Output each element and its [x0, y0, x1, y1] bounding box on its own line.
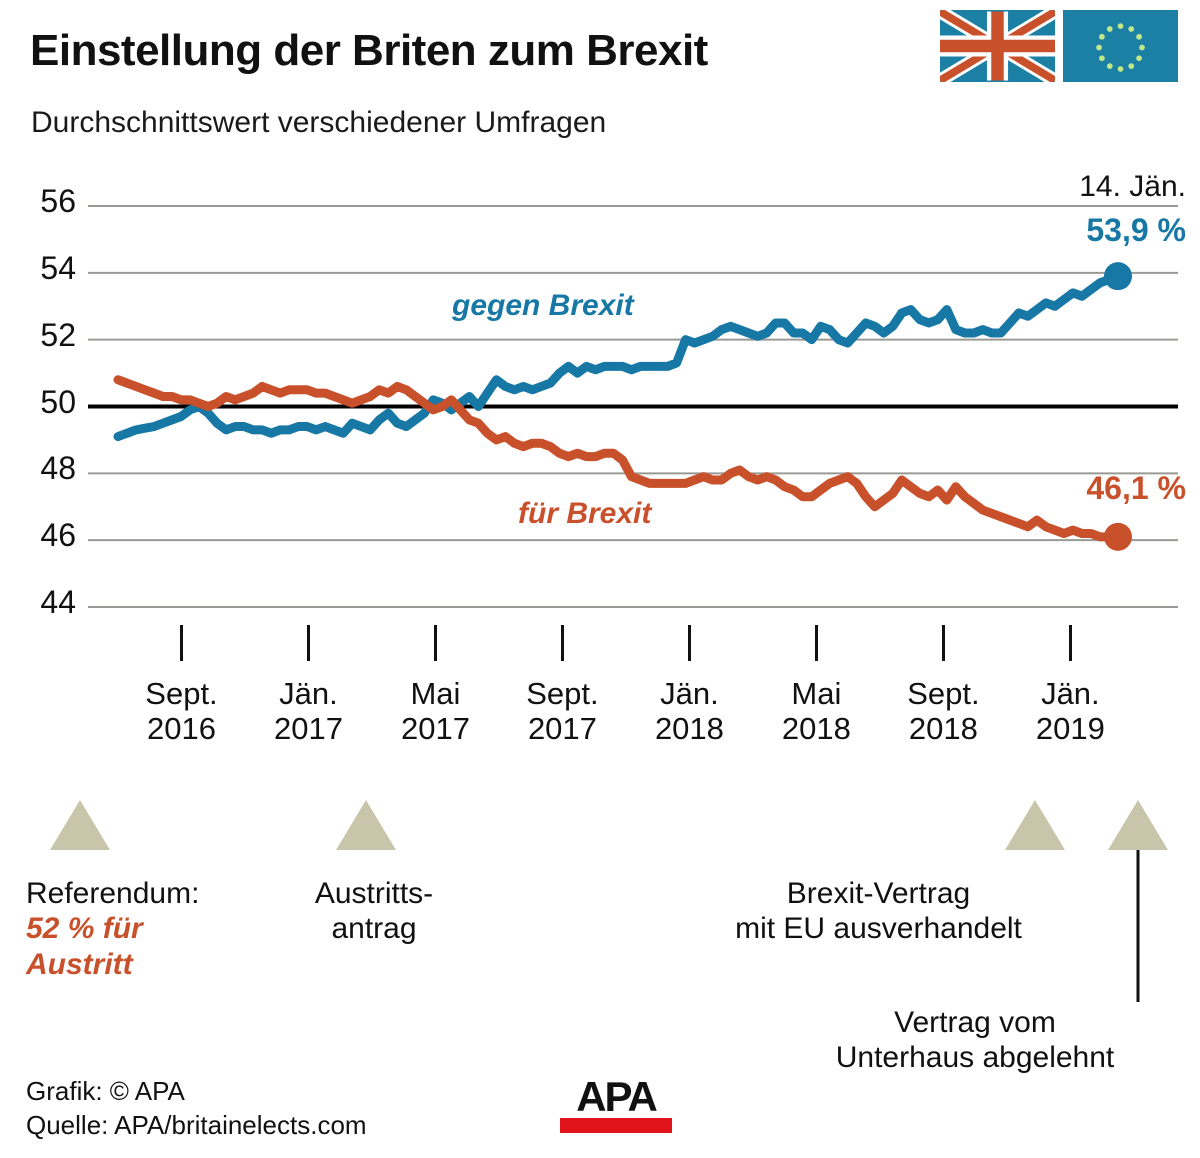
x-axis-tick: [814, 625, 818, 661]
y-axis-tick-label: 50: [40, 383, 76, 420]
eu-flag-icon: [1063, 10, 1178, 82]
header: Einstellung der Briten zum Brexit Durchs…: [0, 0, 1200, 160]
x-axis-tick-label-line: Sept.: [907, 676, 980, 711]
x-axis-tick-label: Mai 2018: [781, 676, 851, 746]
series-line-against: [113, 271, 1123, 442]
y-axis-tick-label: 48: [40, 450, 76, 487]
x-axis-tick-label-line: Mai: [410, 676, 461, 711]
source-line: Quelle: APA/britainelects.com: [26, 1110, 367, 1141]
event-marker-unterhaus: [1108, 800, 1168, 850]
apa-logo: APA: [560, 1073, 672, 1133]
uk-flag-icon: [940, 10, 1055, 82]
x-axis-tick-label: Sept. 2017: [526, 676, 599, 746]
x-axis-tick-label-line: Jän.: [279, 676, 338, 711]
event-referendum-highlight2: Austritt: [26, 947, 133, 981]
x-axis-tick-label: Sept. 2016: [145, 676, 218, 746]
series-line-for: [113, 375, 1123, 542]
line-chart: gegen Brexit für Brexit 14. Jän. 53,9 % …: [0, 160, 1200, 640]
footer: Grafik: © APA Quelle: APA/britainelects.…: [0, 1058, 1200, 1158]
page-subtitle: Durchschnittswert verschiedener Umfragen: [31, 106, 607, 139]
event-text-brexit-vertrag: Brexit-Vertrag mit EU ausverhandelt: [686, 876, 1071, 947]
callout-against-value: 53,9 %: [1086, 212, 1186, 248]
x-axis-tick-label-line: Jän.: [1041, 676, 1100, 711]
y-axis-tick-label: 44: [40, 584, 76, 620]
x-axis-tick-label-line: 2018: [781, 710, 851, 746]
event-referendum-highlight1: 52 % für: [26, 912, 143, 946]
plot-area: [88, 205, 1178, 608]
flag-group: [940, 10, 1178, 82]
x-axis-tick-label-line: 2016: [146, 710, 216, 746]
x-axis-tick-label: Jän. 2018: [654, 676, 724, 746]
apa-logo-bar: [560, 1117, 672, 1133]
credit-line: Grafik: © APA: [26, 1076, 185, 1106]
x-axis-tick-label-line: 2018: [908, 710, 978, 746]
x-axis-tick-label: Jän. 2019: [1035, 676, 1105, 746]
callout-date: 14. Jän.: [1079, 170, 1186, 203]
y-axis-tick-label: 56: [40, 183, 76, 219]
x-axis-tick-label-line: Jän.: [660, 676, 719, 711]
series-label-against: gegen Brexit: [452, 289, 634, 322]
event-referendum-line1: Referendum:: [26, 877, 200, 910]
x-axis-tick-label-line: 2019: [1035, 710, 1105, 746]
event-unterhaus-line1: Vertrag vom: [894, 1006, 1056, 1039]
credits: Grafik: © APA Quelle: APA/britainelects.…: [26, 1074, 367, 1143]
apa-logo-text: APA: [576, 1073, 658, 1120]
x-axis-tick-label-line: Sept.: [526, 676, 599, 711]
x-axis-tick-label-line: 2017: [400, 710, 470, 746]
event-leader-line-unterhaus: [1136, 850, 1140, 1002]
event-text-referendum: Referendum: 52 % für Austritt: [26, 876, 199, 982]
x-axis-tick-label-line: 2018: [654, 710, 724, 746]
y-axis-tick-label: 54: [40, 249, 76, 286]
x-axis-tick: [433, 625, 437, 661]
x-axis-tick: [306, 625, 310, 661]
series-label-for: für Brexit: [518, 497, 652, 530]
x-axis-tick-label-line: Mai: [791, 676, 842, 711]
event-austrittsantrag-line2: antrag: [331, 912, 417, 946]
x-axis-tick: [687, 625, 691, 661]
x-axis: Sept. 2016 Jän. 2017 Mai 2017 Sept. 2017 Jän. 201…: [0, 625, 1200, 785]
x-axis-tick-label: Mai 2017: [400, 676, 470, 746]
event-brexit-vertrag-line2: mit EU ausverhandelt: [735, 912, 1022, 946]
x-axis-tick-label-line: Sept.: [145, 676, 218, 711]
x-axis-tick: [1068, 625, 1072, 661]
series-end-dot-for: [1104, 522, 1132, 551]
x-axis-tick-label: Jän. 2017: [273, 676, 343, 746]
event-brexit-vertrag-line1: Brexit-Vertrag: [786, 877, 971, 910]
x-axis-tick: [179, 625, 183, 661]
x-axis-tick: [941, 625, 945, 661]
series-end-dot-against: [1104, 262, 1132, 291]
x-axis-tick-label-line: 2017: [273, 710, 343, 746]
event-text-austrittsantrag: Austritts- antrag: [289, 876, 459, 947]
y-axis-tick-label: 52: [40, 316, 76, 353]
x-axis-tick: [560, 625, 564, 661]
y-axis-tick-label: 46: [40, 517, 76, 554]
event-marker-referendum: [50, 800, 110, 850]
x-axis-tick-label: Sept. 2018: [907, 676, 980, 746]
callout-for-value: 46,1 %: [1086, 470, 1186, 506]
event-austrittsantrag-line1: Austritts-: [314, 877, 434, 910]
event-marker-austrittsantrag: [336, 800, 396, 850]
x-axis-tick-label-line: 2017: [527, 710, 597, 746]
event-marker-brexit-vertrag: [1005, 800, 1065, 850]
page-title: Einstellung der Briten zum Brexit: [30, 26, 708, 75]
